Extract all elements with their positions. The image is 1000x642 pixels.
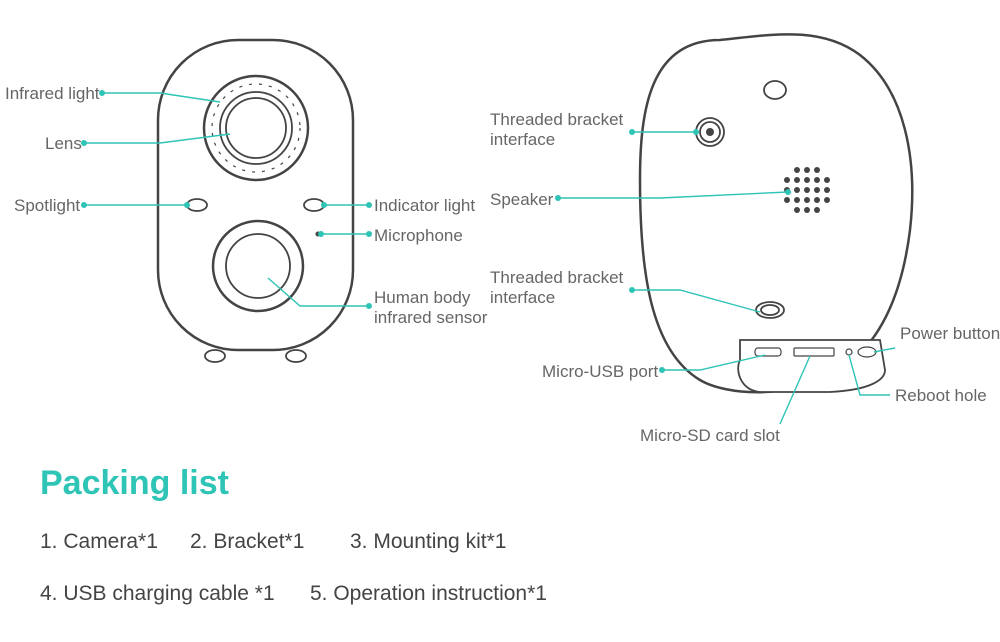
callout-label: Indicator light [374, 196, 475, 216]
callout-label: Human bodyinfrared sensor [374, 288, 487, 329]
callout-label: Reboot hole [895, 386, 987, 406]
callout-label: Infrared light [5, 84, 100, 104]
callout-label: Threaded bracketinterface [490, 268, 623, 309]
packing-item: 3. Mounting kit*1 [350, 530, 506, 554]
callout-label: Micro-SD card slot [640, 426, 780, 446]
callout-label: Lens [45, 134, 82, 154]
callout-label: Threaded bracketinterface [490, 110, 623, 151]
packing-item: 2. Bracket*1 [190, 530, 304, 554]
callout-label: Speaker [490, 190, 553, 210]
packing-item: 1. Camera*1 [40, 530, 158, 554]
callout-label: Micro-USB port [542, 362, 658, 382]
packing-item: 4. USB charging cable *1 [40, 582, 275, 606]
callout-label: Power button [900, 324, 1000, 344]
callout-label: Spotlight [14, 196, 80, 216]
packing-list-heading: Packing list [40, 464, 229, 503]
callout-label: Microphone [374, 226, 463, 246]
packing-item: 5. Operation instruction*1 [310, 582, 547, 606]
